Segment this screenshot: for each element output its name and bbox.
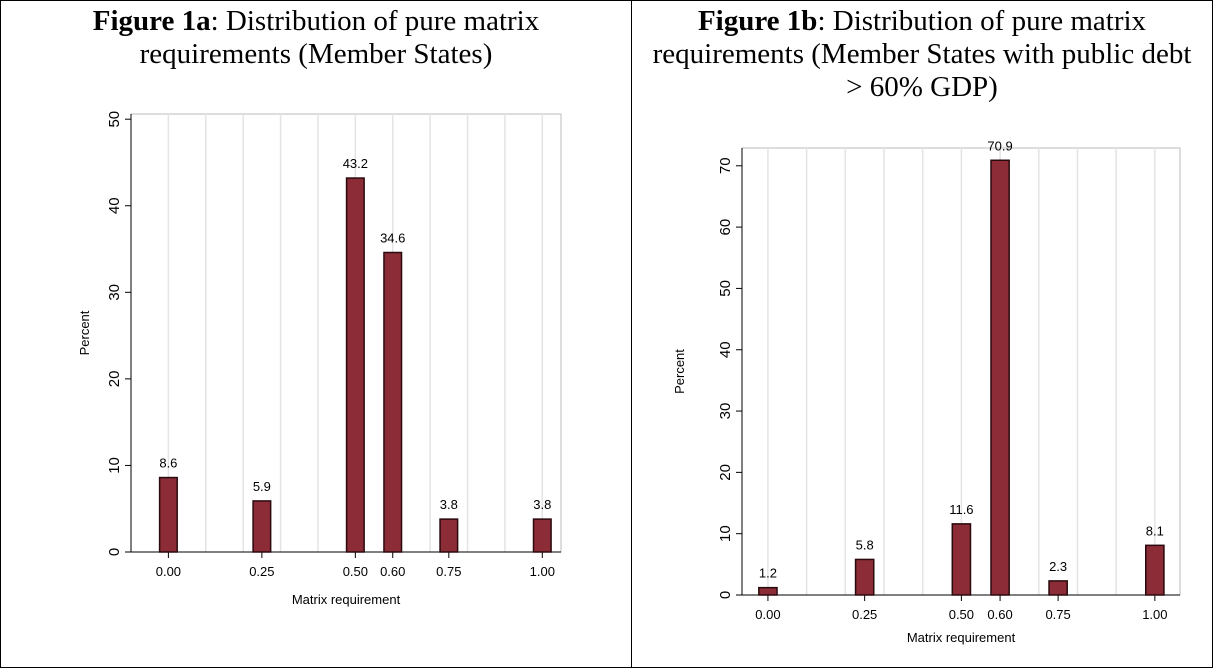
x-tick-label: 0.60 xyxy=(987,607,1012,622)
y-axis-label: Percent xyxy=(77,310,92,355)
bar xyxy=(439,518,459,553)
bar xyxy=(1048,580,1068,596)
figure-cell: 0 10 20 30 40 50 0.00 0.25 0.50 0.60 0.75 1.00 8.6 5.… xyxy=(1,1,632,667)
x-axis-label: Matrix requirement xyxy=(907,630,1016,645)
bar xyxy=(345,177,365,553)
bar xyxy=(1145,544,1165,596)
value-label: 2.3 xyxy=(1049,559,1067,574)
x-tick-label: 0.75 xyxy=(436,564,461,579)
value-label: 11.6 xyxy=(949,502,973,517)
y-tick-label: 70 xyxy=(717,157,734,174)
bar xyxy=(158,476,178,553)
x-tick-label: 0.50 xyxy=(343,564,368,579)
y-tick-label: 40 xyxy=(106,197,123,214)
x-tick-label: 1.00 xyxy=(1142,607,1167,622)
y-tick-label: 10 xyxy=(106,457,123,474)
x-tick-label: 0.00 xyxy=(156,564,181,579)
value-label: 3.8 xyxy=(533,497,551,512)
value-label: 1.2 xyxy=(759,566,777,581)
bar xyxy=(758,586,778,596)
figure-caption: : Distribution of pure matrix requiremen… xyxy=(139,5,540,70)
bar xyxy=(532,518,552,553)
y-tick-label: 10 xyxy=(717,525,734,542)
y-tick-label: 0 xyxy=(717,591,734,599)
figure-title: Figure 1b: Distribution of pure matrix r… xyxy=(642,5,1202,104)
value-label: 34.6 xyxy=(380,230,405,245)
y-tick-label: 50 xyxy=(717,280,734,297)
x-tick-label: 0.00 xyxy=(755,607,780,622)
figure-caption: : Distribution of pure matrix requiremen… xyxy=(652,5,1192,103)
bar xyxy=(854,558,875,596)
y-tick-label: 40 xyxy=(717,341,734,358)
y-tick-label: 50 xyxy=(106,111,123,128)
y-tick-label: 30 xyxy=(717,403,734,420)
chart: 0 10 20 30 40 50 0.00 0.25 0.50 0.60 0.75 1.00 8.6 5.… xyxy=(77,111,562,607)
y-tick-label: 60 xyxy=(717,219,734,236)
x-tick-label: 0.25 xyxy=(852,607,877,622)
x-tick-label: 0.50 xyxy=(949,607,974,622)
bar xyxy=(951,523,972,596)
bar xyxy=(383,251,403,553)
value-label: 5.9 xyxy=(253,479,271,494)
value-label: 8.6 xyxy=(159,456,177,471)
figure-cell: 0 10 20 30 40 50 60 70 0.00 0.25 0.50 0.60 0.75 1.00 1… xyxy=(632,1,1212,667)
y-tick-label: 20 xyxy=(717,464,734,481)
figure-title: Figure 1a: Distribution of pure matrix r… xyxy=(36,5,596,71)
bar xyxy=(252,500,272,553)
x-tick-label: 0.60 xyxy=(380,564,405,579)
chart: 0 10 20 30 40 50 60 70 0.00 0.25 0.50 0.60 0.75 1.00 1… xyxy=(672,138,1181,645)
value-label: 70.9 xyxy=(987,138,1012,153)
x-tick-label: 0.75 xyxy=(1045,607,1070,622)
value-label: 5.8 xyxy=(856,537,874,552)
value-label: 43.2 xyxy=(343,156,368,171)
y-tick-label: 0 xyxy=(106,548,123,556)
x-tick-label: 1.00 xyxy=(530,564,555,579)
value-label: 3.8 xyxy=(440,497,458,512)
bar xyxy=(990,159,1010,596)
y-tick-label: 20 xyxy=(106,371,123,388)
x-axis-label: Matrix requirement xyxy=(292,592,401,607)
value-label: 8.1 xyxy=(1146,523,1164,538)
figure-label: Figure 1b xyxy=(697,5,818,37)
x-tick-label: 0.25 xyxy=(249,564,274,579)
figure-label: Figure 1a xyxy=(92,5,211,37)
y-tick-label: 30 xyxy=(106,284,123,301)
y-axis-label: Percent xyxy=(672,349,687,394)
